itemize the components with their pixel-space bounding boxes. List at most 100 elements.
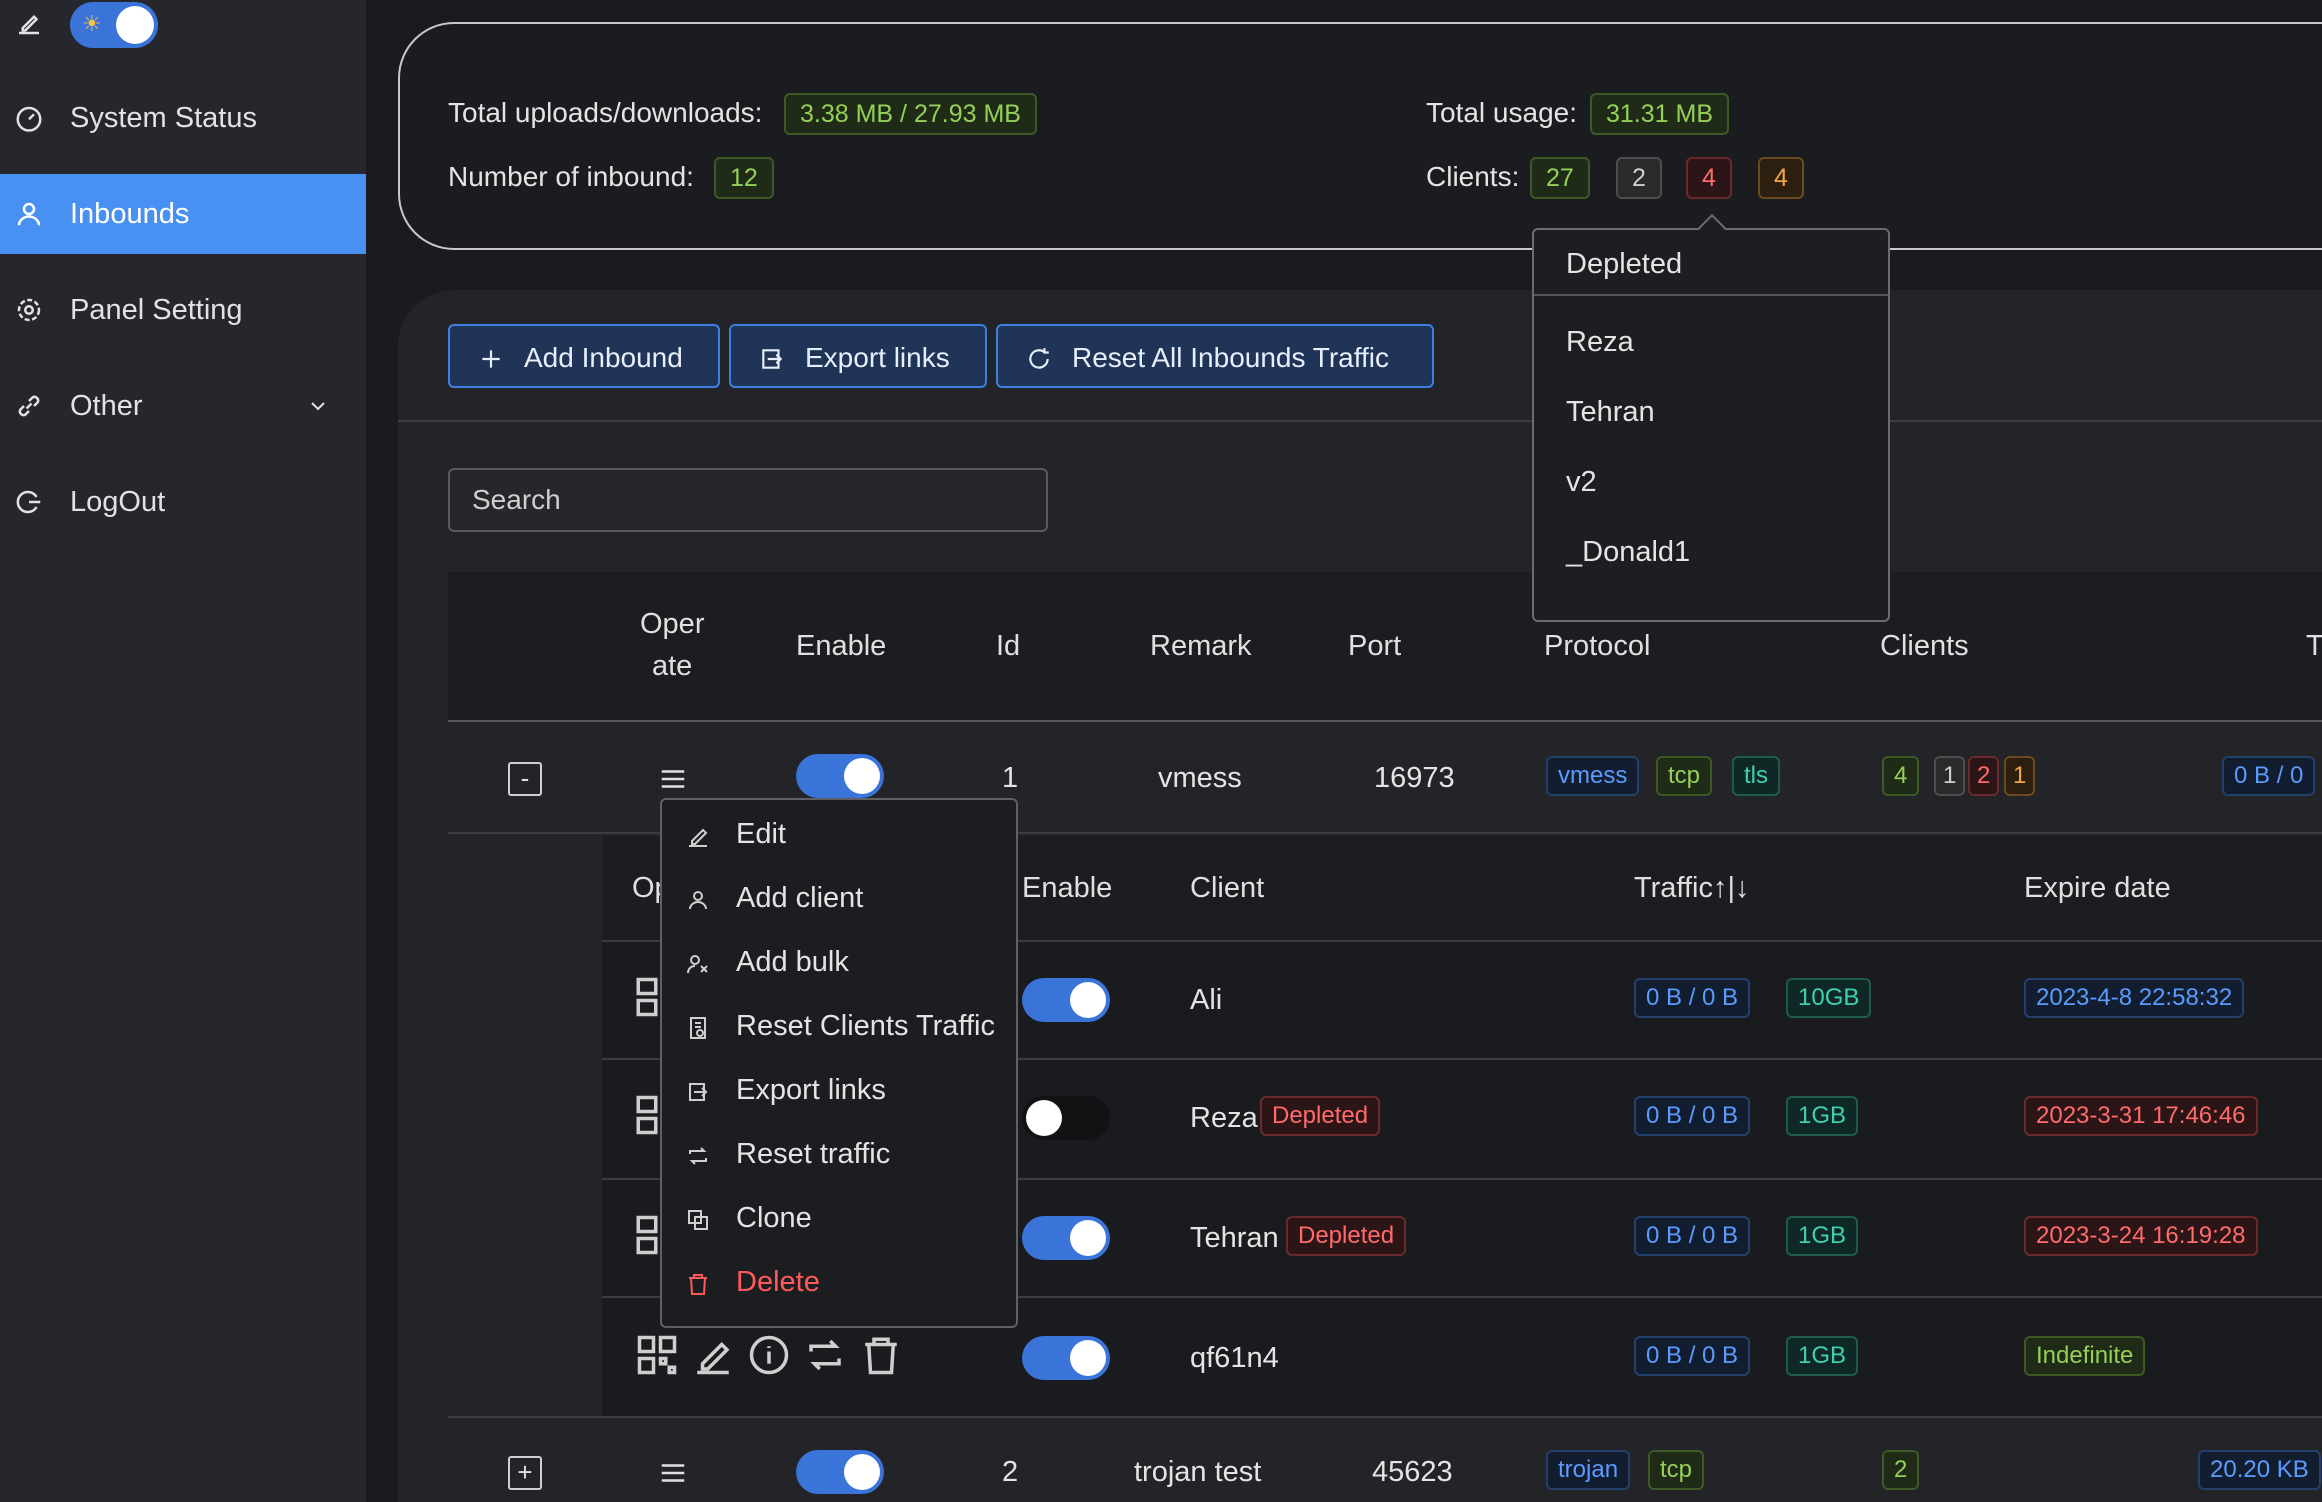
- menu-item-label: Edit: [736, 818, 786, 850]
- clients-disabled-badge[interactable]: 2: [1616, 157, 1662, 199]
- add-inbound-button[interactable]: Add Inbound: [448, 324, 720, 388]
- total-ud-value: 3.38 MB / 27.93 MB: [784, 93, 1037, 135]
- collapse-row-button[interactable]: -: [508, 762, 542, 796]
- depleted-clients-popover: Depleted Reza Tehran v2 _Donald1: [1532, 213, 1890, 622]
- menu-item-label: Reset traffic: [736, 1138, 891, 1170]
- menu-icon[interactable]: [658, 764, 688, 794]
- menu-item-export-links[interactable]: Export links: [662, 1060, 1016, 1124]
- qrcode-icon[interactable]: [634, 1214, 660, 1256]
- sidebar-item-label: Panel Setting: [70, 293, 243, 326]
- th-id[interactable]: Id: [996, 630, 1021, 662]
- sidebar-item-label: LogOut: [70, 485, 166, 518]
- client-quota: 1GB: [1786, 1216, 1859, 1256]
- menu-item-label: Reset Clients Traffic: [736, 1010, 995, 1042]
- th-traffic[interactable]: T: [2306, 630, 2322, 662]
- client-enable-switch[interactable]: [1022, 1096, 1110, 1140]
- client-count-badge[interactable]: 2: [1968, 756, 2000, 796]
- row-id: 1: [1002, 762, 1019, 794]
- popover-item: _Donald1: [1566, 536, 1691, 568]
- network-tag: tcp: [1656, 756, 1713, 796]
- menu-item-reset-traffic[interactable]: Reset traffic: [662, 1124, 1016, 1188]
- menu-item-label: Export links: [736, 1074, 886, 1106]
- menu-item-edit[interactable]: Edit: [662, 804, 1016, 868]
- sidebar-item-panel-setting[interactable]: Panel Setting: [0, 270, 366, 350]
- client-enable-switch[interactable]: [1022, 978, 1110, 1022]
- search-input[interactable]: [450, 470, 1046, 530]
- sidebar-item-other[interactable]: Other: [0, 366, 366, 446]
- search-box[interactable]: [448, 468, 1048, 532]
- user-icon: [689, 891, 707, 910]
- user-icon: [17, 202, 41, 226]
- th-clients[interactable]: Clients: [1880, 630, 1969, 662]
- link-icon: [18, 395, 40, 417]
- th-remark[interactable]: Remark: [1150, 630, 1252, 662]
- sun-icon: ☀: [82, 11, 102, 36]
- expand-row-button[interactable]: +: [508, 1456, 542, 1490]
- info-icon[interactable]: [748, 1334, 790, 1376]
- sidebar-item-logout[interactable]: LogOut: [0, 462, 366, 542]
- clients-depleted-badge[interactable]: 4: [1686, 157, 1732, 199]
- client-enable-switch[interactable]: [1022, 1216, 1110, 1260]
- menu-item-clone[interactable]: Clone: [662, 1188, 1016, 1252]
- client-name: qf61n4: [1190, 1342, 1279, 1374]
- sidebar-item-label: Inbounds: [70, 197, 190, 230]
- export-links-label: Export links: [805, 342, 950, 373]
- menu-item-add-client[interactable]: Add client: [662, 868, 1016, 932]
- client-enable-switch[interactable]: [1022, 1336, 1110, 1380]
- inbound-count-label: Number of inbound:: [448, 161, 694, 192]
- menu-item-label: Add client: [736, 882, 864, 914]
- sub-th-expire[interactable]: Expire date: [2024, 872, 2171, 904]
- trash-icon: [689, 1274, 707, 1295]
- row-enable-switch[interactable]: [796, 754, 884, 798]
- row-port: 16973: [1374, 762, 1455, 794]
- menu-item-reset-clients-traffic[interactable]: Reset Clients Traffic: [662, 996, 1016, 1060]
- toggle-knob: [116, 6, 154, 44]
- sub-th-traffic[interactable]: Traffic↑|↓: [1634, 872, 1750, 904]
- inbounds-table-header: [448, 572, 2322, 720]
- clients-total-badge[interactable]: 27: [1530, 157, 1590, 199]
- sidebar-item-inbounds[interactable]: Inbounds: [0, 174, 366, 254]
- client-count-badge[interactable]: 2: [1882, 1450, 1920, 1490]
- trash-icon[interactable]: [860, 1334, 902, 1376]
- client-traffic: 0 B / 0 B: [1634, 1336, 1751, 1376]
- qrcode-icon[interactable]: [636, 1334, 678, 1376]
- clients-expiring-badge[interactable]: 4: [1758, 157, 1804, 199]
- reset-all-traffic-button[interactable]: Reset All Inbounds Traffic: [996, 324, 1434, 388]
- client-count-badge[interactable]: 1: [1934, 756, 1966, 796]
- edit-icon[interactable]: [692, 1334, 734, 1376]
- qrcode-icon[interactable]: [634, 976, 660, 1018]
- row-port: 45623: [1372, 1456, 1453, 1488]
- client-expire: 2023-3-24 16:19:28: [2024, 1216, 2258, 1256]
- menu-item-add-bulk[interactable]: Add bulk: [662, 932, 1016, 996]
- copy-icon: [688, 1210, 708, 1230]
- brush-icon[interactable]: [14, 8, 44, 38]
- qrcode-icon[interactable]: [634, 1094, 660, 1136]
- theme-toggle[interactable]: ☀: [70, 2, 158, 48]
- menu-item-delete[interactable]: Delete: [662, 1252, 1016, 1316]
- client-count-badge[interactable]: 1: [2004, 756, 2036, 796]
- th-protocol[interactable]: Protocol: [1544, 630, 1651, 662]
- row-remark: trojan test: [1134, 1456, 1262, 1488]
- retweet-icon[interactable]: [804, 1334, 846, 1376]
- gear-icon: [17, 298, 41, 322]
- row-remark: vmess: [1158, 762, 1242, 794]
- export-links-button[interactable]: Export links: [729, 324, 987, 388]
- client-quota: 1GB: [1786, 1336, 1859, 1376]
- switch-knob: [844, 758, 880, 794]
- th-enable[interactable]: Enable: [796, 630, 887, 662]
- menu-icon[interactable]: [658, 1458, 688, 1488]
- client-count-badge[interactable]: 4: [1882, 756, 1920, 796]
- row-id: 2: [1002, 1456, 1019, 1488]
- export-icon: [762, 349, 783, 369]
- logout-icon: [16, 490, 41, 514]
- clients-label: Clients:: [1426, 161, 1520, 192]
- th-port[interactable]: Port: [1348, 630, 1402, 662]
- export-icon: [689, 1083, 708, 1101]
- row-enable-switch[interactable]: [796, 1450, 884, 1494]
- divider: [602, 940, 2322, 942]
- popover-title: Depleted: [1566, 248, 1683, 280]
- th-operate-1: Oper: [640, 608, 705, 640]
- total-ud-label: Total uploads/downloads:: [448, 97, 763, 128]
- menu-item-label: Clone: [736, 1202, 812, 1234]
- sidebar-item-system-status[interactable]: System Status: [0, 78, 366, 158]
